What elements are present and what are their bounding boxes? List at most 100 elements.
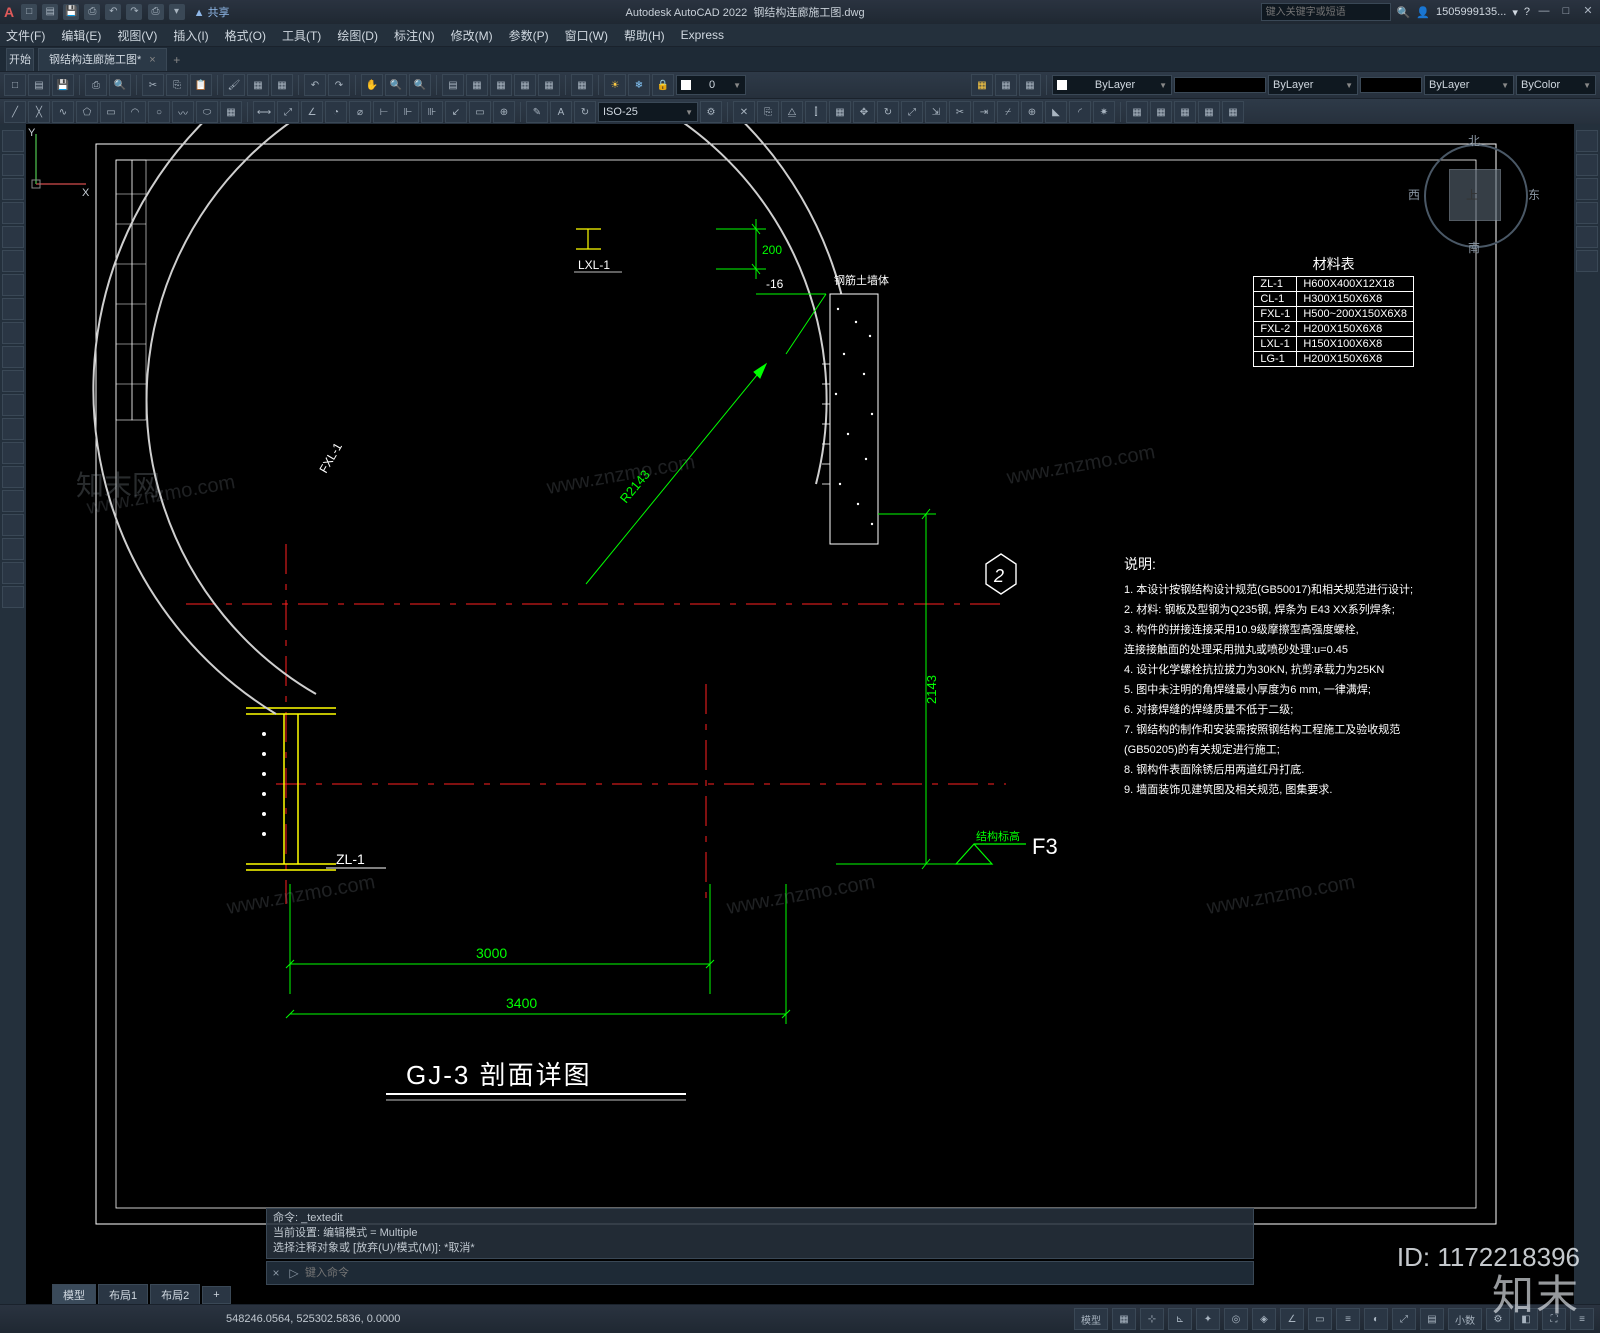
lt-earc-icon[interactable] bbox=[2, 370, 24, 392]
linetype-combo[interactable]: ByLayer▼ bbox=[1268, 75, 1358, 95]
sb-grid-icon[interactable]: ▦ bbox=[1112, 1308, 1136, 1330]
lt-point-icon[interactable] bbox=[2, 442, 24, 464]
sb-polar-icon[interactable]: ✦ bbox=[1196, 1308, 1220, 1330]
m-stretch-icon[interactable]: ⇲ bbox=[925, 101, 947, 123]
sb-tran-icon[interactable]: ◐ bbox=[1364, 1308, 1388, 1330]
cut-icon[interactable]: ✂ bbox=[142, 74, 164, 96]
pan-icon[interactable]: ✋ bbox=[361, 74, 383, 96]
circle-icon[interactable]: ○ bbox=[148, 101, 170, 123]
sb-sc-icon[interactable]: ⤢ bbox=[1392, 1308, 1416, 1330]
qat-redo-icon[interactable]: ↷ bbox=[126, 4, 142, 20]
m-move-icon[interactable]: ✥ bbox=[853, 101, 875, 123]
app-switcher-icon[interactable]: ▾ bbox=[1512, 6, 1518, 19]
leader-icon[interactable]: ↙ bbox=[445, 101, 467, 123]
qat-save-icon[interactable]: 💾 bbox=[63, 4, 79, 20]
status-model[interactable]: 模型 bbox=[1074, 1308, 1108, 1330]
sb-cust-icon[interactable]: ≡ bbox=[1570, 1308, 1594, 1330]
menu-tools[interactable]: 工具(T) bbox=[282, 27, 321, 44]
zoom-icon[interactable]: 🔍 bbox=[385, 74, 407, 96]
qat-saveas-icon[interactable]: ⎙ bbox=[84, 4, 100, 20]
nb-pan-icon[interactable] bbox=[1576, 178, 1598, 200]
nb-orbit-icon[interactable] bbox=[1576, 226, 1598, 248]
lt-xline-icon[interactable] bbox=[2, 154, 24, 176]
dimtedit-icon[interactable]: A bbox=[550, 101, 572, 123]
lt-grad-icon[interactable] bbox=[2, 490, 24, 512]
menu-insert[interactable]: 插入(I) bbox=[173, 27, 208, 44]
dimup-icon[interactable]: ↻ bbox=[574, 101, 596, 123]
sb-osnap-icon[interactable]: ◎ bbox=[1224, 1308, 1248, 1330]
layout-tabs[interactable]: 模型 布局1 布局2 + bbox=[52, 1285, 233, 1305]
lt-line-icon[interactable] bbox=[2, 130, 24, 152]
m-trim-icon[interactable]: ✂ bbox=[949, 101, 971, 123]
menu-file[interactable]: 文件(F) bbox=[6, 27, 45, 44]
match-icon[interactable]: 🖌 bbox=[223, 74, 245, 96]
props-icon[interactable]: ▤ bbox=[442, 74, 464, 96]
lt-insert-icon[interactable] bbox=[2, 394, 24, 416]
rect-icon[interactable]: ▭ bbox=[100, 101, 122, 123]
m-break-icon[interactable]: ⌿ bbox=[997, 101, 1019, 123]
color-combo[interactable]: ByColor▼ bbox=[1516, 75, 1596, 95]
menu-help[interactable]: 帮助(H) bbox=[624, 27, 665, 44]
poly-icon[interactable]: ⬠ bbox=[76, 101, 98, 123]
dim-rad-icon[interactable]: ◔ bbox=[325, 101, 347, 123]
sb-iso-icon[interactable]: ◧ bbox=[1514, 1308, 1538, 1330]
new-icon[interactable]: □ bbox=[4, 74, 26, 96]
m-extend-icon[interactable]: ⇥ bbox=[973, 101, 995, 123]
undo2-icon[interactable]: ↶ bbox=[304, 74, 326, 96]
tab-start[interactable]: 开始 bbox=[6, 48, 34, 71]
menu-modify[interactable]: 修改(M) bbox=[451, 27, 493, 44]
qat-new-icon[interactable]: □ bbox=[21, 4, 37, 20]
lt-ellipse-icon[interactable] bbox=[2, 346, 24, 368]
qat-plot-icon[interactable]: ⎙ bbox=[148, 4, 164, 20]
m-join-icon[interactable]: ⊕ bbox=[1021, 101, 1043, 123]
dimedit-icon[interactable]: ✎ bbox=[526, 101, 548, 123]
layout-tab-model[interactable]: 模型 bbox=[52, 1284, 96, 1306]
insert-icon[interactable]: ▦ bbox=[220, 101, 242, 123]
qat-undo-icon[interactable]: ↶ bbox=[105, 4, 121, 20]
pdf-icon[interactable]: ▦ bbox=[1198, 101, 1220, 123]
line-icon[interactable]: ╱ bbox=[4, 101, 26, 123]
block-icon[interactable]: ▦ bbox=[247, 74, 269, 96]
close-icon[interactable]: ✕ bbox=[1580, 4, 1596, 20]
lt-poly-icon[interactable] bbox=[2, 202, 24, 224]
pline-icon[interactable]: ∿ bbox=[52, 101, 74, 123]
zoom2-icon[interactable]: 🔍 bbox=[409, 74, 431, 96]
plot-icon[interactable]: ⎙ bbox=[85, 74, 107, 96]
menu-draw[interactable]: 绘图(D) bbox=[337, 27, 378, 44]
sb-qp-icon[interactable]: ▤ bbox=[1420, 1308, 1444, 1330]
clean-icon[interactable]: ▦ bbox=[571, 74, 593, 96]
sb-full-icon[interactable]: ⛶ bbox=[1542, 1308, 1566, 1330]
xref-icon[interactable]: ▦ bbox=[1126, 101, 1148, 123]
sb-snap-icon[interactable]: ⊹ bbox=[1140, 1308, 1164, 1330]
ssm-icon[interactable]: ▦ bbox=[514, 74, 536, 96]
dimstyle-icon[interactable]: ⚙ bbox=[700, 101, 722, 123]
lt-region-icon[interactable] bbox=[2, 514, 24, 536]
menu-window[interactable]: 窗口(W) bbox=[565, 27, 608, 44]
dimstyle-combo[interactable]: ISO-25▼ bbox=[598, 102, 698, 122]
tab-drawing[interactable]: 钢结构连廊施工图* × bbox=[38, 48, 167, 71]
open-icon[interactable]: ▤ bbox=[28, 74, 50, 96]
lt-rev-icon[interactable] bbox=[2, 298, 24, 320]
tol-icon[interactable]: ▭ bbox=[469, 101, 491, 123]
lt-circle-icon[interactable] bbox=[2, 274, 24, 296]
preview-icon[interactable]: 🔍 bbox=[109, 74, 131, 96]
command-input-row[interactable]: × ▷ bbox=[266, 1261, 1254, 1285]
m-fillet-icon[interactable]: ◜ bbox=[1069, 101, 1091, 123]
lt-hatch-icon[interactable] bbox=[2, 466, 24, 488]
layer-sun-icon[interactable]: ☀ bbox=[604, 74, 626, 96]
tab-new-icon[interactable]: + bbox=[167, 49, 187, 71]
dim-base-icon[interactable]: ⊪ bbox=[421, 101, 443, 123]
dim-dia-icon[interactable]: ⌀ bbox=[349, 101, 371, 123]
nb-zoom-icon[interactable] bbox=[1576, 202, 1598, 224]
sb-otrack-icon[interactable]: ∠ bbox=[1280, 1308, 1304, 1330]
layer-tool2-icon[interactable]: ▦ bbox=[995, 74, 1017, 96]
qat-more-icon[interactable]: ▾ bbox=[169, 4, 185, 20]
dim-aligned-icon[interactable]: ⤢ bbox=[277, 101, 299, 123]
m-explode-icon[interactable]: ✷ bbox=[1093, 101, 1115, 123]
lt-arc-icon[interactable] bbox=[2, 250, 24, 272]
nb-home-icon[interactable] bbox=[1576, 130, 1598, 152]
arc-icon[interactable]: ◠ bbox=[124, 101, 146, 123]
m-erase-icon[interactable]: ✕ bbox=[733, 101, 755, 123]
help-icon[interactable]: ? bbox=[1524, 6, 1530, 18]
menu-param[interactable]: 参数(P) bbox=[509, 27, 549, 44]
